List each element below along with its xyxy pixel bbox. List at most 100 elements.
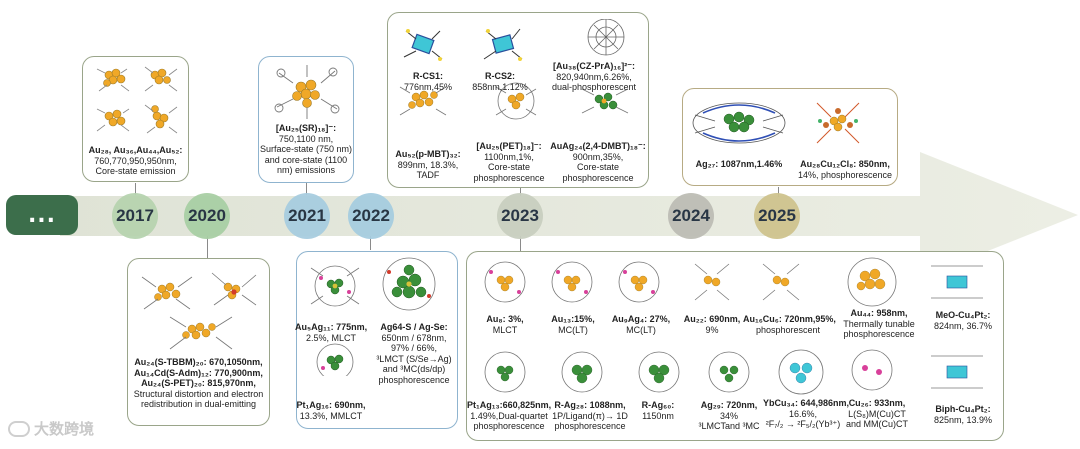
caption-line: R-Ag₆₀: [641, 400, 675, 410]
panel-2017: Au₂₈, Au₃₆,Au₄₄,Au₅₂: 760,770,950,950nm,… [82, 56, 189, 182]
caption-line: phosphorescence [378, 374, 450, 385]
caption-line: 97% / 66%, [390, 343, 438, 353]
caption-line: 900nm,35%, [572, 151, 624, 162]
cluster-structure-icon [692, 102, 860, 144]
caption-line: [Au₂₅(SR)₁₈]⁻: [275, 123, 337, 133]
caption-line: TADF [416, 170, 440, 180]
panel-2020: Au₂₄(S-TBBM)₂₀: 670,1050nm, Au₁₄Cd(S-Adm… [127, 258, 270, 426]
caption-line: 9% [705, 324, 719, 335]
caption-line: and core-state (1100 [264, 154, 348, 165]
caption-line: 750,1100 nm, [278, 133, 334, 144]
caption-line: 899nm, 18.3%, [397, 159, 459, 170]
caption-line: 760,770,950,950nm, [94, 155, 177, 166]
caption-line: 2.5%, MLCT [305, 332, 356, 343]
caption-line: ³LMCT (S/Se→Ag) [376, 353, 452, 364]
caption-line: R-Ag₂₈: 1088nm, [554, 400, 626, 410]
timeline-start: ... [6, 195, 78, 235]
caption-line: 820,940nm,6.26%, [556, 71, 632, 82]
caption-line: Thermally tunable [843, 318, 915, 329]
caption-line: MLCT [492, 324, 518, 335]
year-2024: 2024 [668, 193, 714, 239]
caption-line: 776nm,45% [403, 81, 453, 92]
caption-line: 1100nm,1%, [484, 151, 534, 162]
caption-line: 1150nm [642, 410, 674, 421]
caption-line: 34% [719, 410, 738, 421]
caption-line: YbCu₃₄: 644,986nm, [763, 398, 849, 408]
caption-line: 1.49%,Dual-quartet [470, 410, 548, 421]
year-2023: 2023 [497, 193, 543, 239]
caption-line: 14%, phosphorescence [797, 169, 893, 180]
panel-2023-top: R-CS1: 776nm,45% R-CS2: 858nm,1.12% [Au₃… [387, 12, 649, 188]
caption-line: phosphorescence [473, 172, 545, 183]
caption-line: Au₂₈, Au₃₆,Au₄₄,Au₅₂: [88, 145, 183, 155]
caption-line: [Au₃₈(CZ-PrA)₁₆]²⁻: [553, 61, 635, 71]
caption-line: 650nm / 678nm, [381, 332, 447, 343]
caption-line: Pt₁Ag₁₃:660,825nm, [467, 400, 552, 410]
caption-line: Core-state [487, 162, 531, 172]
caption-line: Au₂₂: 690nm, [683, 314, 741, 324]
caption-line: ³LMCTand ³MC [698, 421, 760, 431]
caption-line: Pt₁Ag₁₆: 690nm, [296, 400, 366, 410]
caption-line: Structural distortion and electron [133, 388, 264, 399]
caption-line: phosphorescence [562, 172, 634, 183]
watermark: 大数跨境 [8, 418, 94, 439]
caption-line: Ag₂₇: 1087nm,1.46% [695, 159, 783, 169]
cluster-structure-icon [141, 272, 257, 350]
caption-line: R-CS1: [412, 71, 443, 81]
caption-line: Cu₂₆: 933nm, [848, 398, 906, 408]
caption-line: Au₅₂(p-MBT)₃₂: [395, 149, 461, 159]
caption-line: and ³MC(ds/dp) [382, 364, 446, 374]
caption-line: [Au₂₅(PET)₁₈]⁻: [476, 141, 542, 151]
caption-line: Au₉Ag₄: 27%, [611, 314, 671, 324]
caption-line: MC(LT) [626, 324, 656, 335]
caption-line: phosphorescent [755, 324, 821, 335]
caption-line: Au₁₄Cd(S-Adm)₁₂: 770,900nm, [134, 367, 263, 378]
caption-line: Au₄₄: 958nm, [850, 308, 908, 318]
caption-line: and MM(Cu)CT [845, 419, 908, 429]
caption-line: Au₈: 3%, [486, 314, 524, 324]
year-2021: 2021 [284, 193, 330, 239]
caption-line: ²F₇/₂ → ²F₅/₂(Yb³⁺) [765, 419, 841, 429]
year-2022: 2022 [348, 193, 394, 239]
caption-line: 824nm, 36.7% [933, 320, 993, 331]
caption-line: Ag₂₉: 720nm, [700, 400, 758, 410]
caption-line: 13.3%, MMLCT [299, 410, 363, 421]
year-2025: 2025 [754, 193, 800, 239]
cluster-structure-icon [399, 19, 629, 120]
cluster-structure-icon [96, 66, 178, 134]
caption-line: R-CS2: [484, 71, 515, 81]
caption-line: Biph-Cu₄Pt₂: [935, 404, 991, 414]
caption-line: Au₁₆Cu₆: 720nm,95%, [743, 314, 836, 324]
caption-line: phosphorescence [843, 329, 915, 339]
caption-line: phosphorescence [554, 421, 626, 431]
caption-line: 1P/Ligand(π)→ 1D [552, 410, 628, 421]
caption-line: Au₂₈Cu₁₂Cl₈: 850nm, [800, 159, 890, 169]
caption-line: 858nm,1.12% [472, 81, 528, 92]
caption-line: Au₁₃:15%, [551, 314, 595, 324]
caption-line: L(S₈)M(Cu)CT [848, 408, 906, 419]
caption-line: Au₂₄(S-PET)₂₀: 815,970nm, [141, 378, 256, 388]
caption-line: Ag64-S / Ag-Se: [380, 322, 448, 332]
cluster-structure-icon [274, 65, 340, 119]
panel-2024: Au₈: 3%, MLCT Au₁₃:15%, MC(LT) Au₉Ag₄: 27%… [466, 251, 1004, 441]
caption-line: 16.6%, [788, 408, 818, 419]
caption-line: nm) emissions [276, 165, 335, 175]
watermark-logo-icon [8, 420, 30, 437]
caption-line: MC(LT) [558, 324, 588, 335]
caption-line: Surface-state (750 nm) [259, 144, 353, 154]
caption-line: Au₂₄(S-TBBM)₂₀: 670,1050nm, [134, 357, 263, 367]
year-2017: 2017 [112, 193, 158, 239]
caption-line: Core-state emission [95, 166, 176, 176]
panel-2022: Au₅Ag₁₁: 775nm, 2.5%, MLCT Pt₁Ag₁₆: 690n… [295, 251, 458, 429]
cluster-structure-icon [484, 257, 983, 395]
caption-line: AuAg₂₄(2,4-DMBT)₁₈⁻: [550, 141, 646, 151]
caption-line: 825nm, 13.9% [933, 414, 993, 425]
caption-line: MeO-Cu₄Pt₂: [935, 310, 991, 320]
panel-2021: [Au₂₅(SR)₁₈]⁻: 750,1100 nm, Surface-stat… [258, 56, 354, 183]
caption-line: Au₅Ag₁₁: 775nm, [295, 322, 368, 332]
caption-line: Core-state [576, 162, 620, 172]
caption-line: redistribution in dual-emitting [140, 399, 257, 409]
cluster-structure-icon [310, 257, 436, 376]
caption-line: dual-phosphorescent [551, 82, 637, 92]
